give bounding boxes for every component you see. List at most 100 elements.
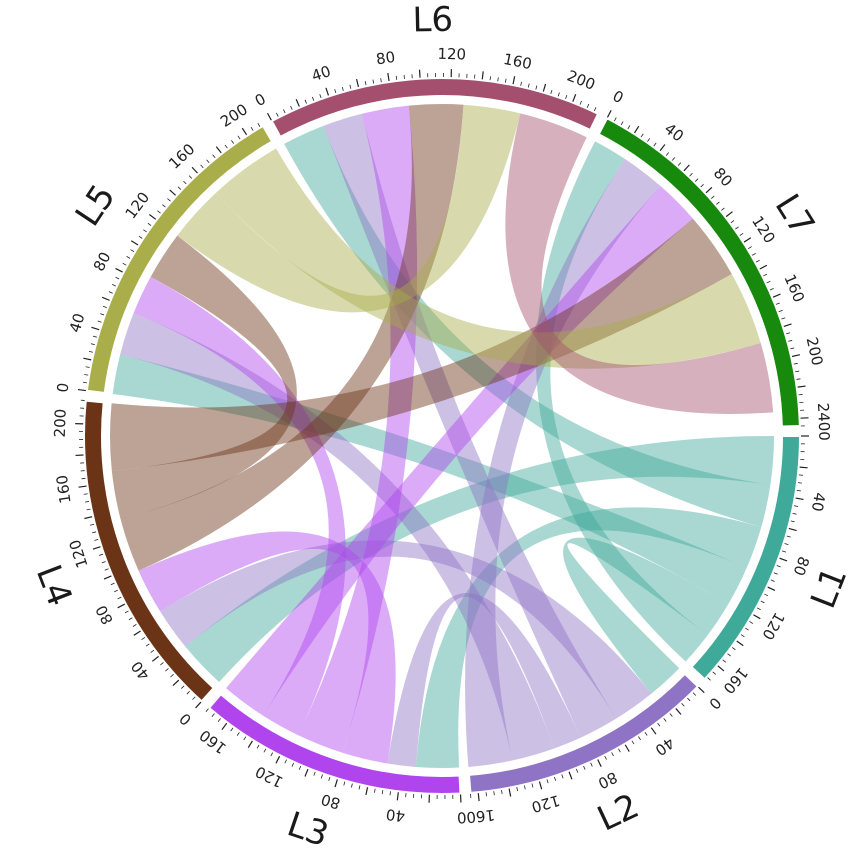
tick-mark-l4 xyxy=(84,516,93,520)
chord-link-l3-l7 xyxy=(226,185,693,716)
tick-mark-l5 xyxy=(82,381,88,384)
tick-mark-l5 xyxy=(92,335,97,338)
tick-mark-l4 xyxy=(195,701,202,709)
tick-mark-l4 xyxy=(85,501,90,503)
sector-label-l5: L5 xyxy=(68,178,124,234)
tick-mark-l5 xyxy=(130,249,135,252)
tick-mark-l5 xyxy=(215,146,222,154)
tick-mark-l4 xyxy=(170,674,174,678)
tick-label-l7: 240 xyxy=(814,402,833,431)
tick-mark-l2 xyxy=(650,727,657,735)
tick-mark-l3 xyxy=(284,759,287,764)
tick-mark-l1 xyxy=(792,512,797,515)
tick-label-l6: 120 xyxy=(437,45,466,64)
tick-mark-l4 xyxy=(103,575,112,580)
tick-mark-l1 xyxy=(776,565,781,568)
tick-label-l1: 80 xyxy=(789,554,812,578)
tick-mark-l5 xyxy=(224,144,228,149)
tick-mark-l3 xyxy=(389,791,391,796)
tick-mark-l5 xyxy=(112,284,116,287)
tick-mark-l5 xyxy=(122,262,127,266)
tick-mark-l1 xyxy=(722,659,727,663)
tick-mark-l3 xyxy=(270,752,274,757)
tick-mark-l3 xyxy=(230,727,234,732)
chord-link-l3-l5 xyxy=(133,276,346,736)
tick-mark-l5 xyxy=(115,267,123,273)
tick-mark-l5 xyxy=(200,164,204,169)
tick-mark-l1 xyxy=(764,593,769,597)
tick-mark-l6 xyxy=(520,81,522,86)
tick-mark-l5 xyxy=(188,175,193,179)
tick-mark-l4 xyxy=(117,596,122,600)
tick-mark-l7 xyxy=(743,237,752,243)
tick-mark-l2 xyxy=(575,768,579,773)
tick-mark-l2 xyxy=(553,776,557,781)
tick-mark-l2 xyxy=(611,752,614,757)
tick-mark-l6 xyxy=(304,99,307,104)
sector-label-l2: L2 xyxy=(592,786,646,839)
tick-label-l7: 0 xyxy=(610,87,627,107)
tick-mark-l5 xyxy=(83,357,92,361)
tick-mark-l7 xyxy=(705,186,713,194)
tick-mark-l5 xyxy=(206,159,210,164)
tick-mark-l4 xyxy=(86,508,91,511)
tick-label-l6: 200 xyxy=(565,67,598,94)
tick-mark-l1 xyxy=(740,634,745,638)
tick-mark-l2 xyxy=(477,793,480,802)
tick-label-l5: 80 xyxy=(90,249,115,274)
tick-mark-l5 xyxy=(183,180,187,185)
tick-mark-l5 xyxy=(84,374,89,376)
tick-label-l7: 80 xyxy=(710,164,736,190)
tick-mark-l5 xyxy=(237,135,241,140)
tick-mark-l4 xyxy=(133,630,141,636)
tick-mark-l2 xyxy=(624,744,630,752)
tick-mark-l3 xyxy=(291,762,295,767)
tick-mark-l7 xyxy=(790,347,795,350)
tick-label-l3: 0 xyxy=(456,808,466,826)
tick-mark-l6 xyxy=(364,81,367,86)
chord-link-l2-l6 xyxy=(323,113,617,738)
tick-mark-l2 xyxy=(638,736,641,741)
tick-mark-l3 xyxy=(328,776,331,781)
chord-sectors xyxy=(83,77,802,795)
tick-mark-l1 xyxy=(745,627,749,631)
tick-mark-l2 xyxy=(501,789,503,795)
tick-mark-l3 xyxy=(350,783,353,788)
chord-link-l2-l4 xyxy=(160,540,652,719)
tick-mark-l1 xyxy=(767,586,776,591)
tick-mark-l2 xyxy=(631,740,635,745)
tick-label-l6: 40 xyxy=(309,62,333,85)
tick-mark-l6 xyxy=(276,112,279,117)
tick-mark-l2 xyxy=(692,692,697,696)
tick-mark-l2 xyxy=(597,759,602,767)
tick-mark-l7 xyxy=(716,201,720,205)
tick-mark-l7 xyxy=(627,125,631,130)
tick-mark-l7 xyxy=(783,323,792,327)
tick-label-l7: 40 xyxy=(661,120,687,146)
tick-mark-l7 xyxy=(781,317,786,320)
tick-mark-l2 xyxy=(493,791,495,796)
tick-mark-l3 xyxy=(217,718,221,722)
tick-mark-l5 xyxy=(212,154,216,159)
tick-mark-l2 xyxy=(546,779,549,784)
tick-mark-l7 xyxy=(778,309,783,313)
tick-mark-l7 xyxy=(689,172,693,177)
tick-mark-l6 xyxy=(334,89,337,94)
tick-mark-l2 xyxy=(663,718,667,722)
tick-mark-l3 xyxy=(211,713,215,718)
sector-arc-l4 xyxy=(83,399,216,703)
tick-label-l5: 200 xyxy=(217,100,251,131)
tick-mark-l7 xyxy=(755,259,760,263)
tick-mark-l4 xyxy=(186,691,190,695)
chord-link-l2-l5 xyxy=(120,313,555,761)
tick-label-l2: 80 xyxy=(595,768,620,793)
chord-link-l4-l7 xyxy=(110,218,732,471)
tick-mark-l1 xyxy=(736,640,744,647)
tick-mark-l6 xyxy=(579,100,582,105)
tick-mark-l4 xyxy=(145,643,150,647)
tick-mark-l1 xyxy=(770,579,775,582)
tick-mark-l6 xyxy=(341,86,344,91)
tick-mark-l4 xyxy=(160,662,164,666)
tick-mark-l6 xyxy=(319,94,322,99)
